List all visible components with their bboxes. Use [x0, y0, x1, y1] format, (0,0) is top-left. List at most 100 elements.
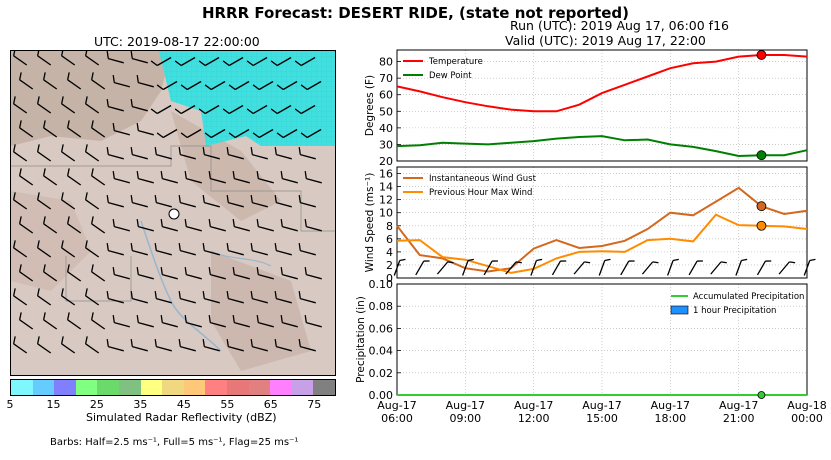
terrain-mountains: [11, 51, 171, 146]
wind-barb: [778, 261, 796, 275]
wind-barb: [202, 243, 220, 256]
wind-barb: [620, 260, 635, 276]
colorbar-swatch: [248, 380, 271, 395]
wind-barb: [688, 260, 703, 276]
colorbar-label: Simulated Radar Reflectivity (dBZ): [86, 411, 277, 424]
y-tick-label: 80: [379, 56, 393, 69]
wind-barb: [18, 264, 34, 282]
wind-barb: [18, 216, 34, 234]
legend-swatch: [670, 305, 689, 315]
legend-label: Instantaneous Wind Gust: [429, 174, 537, 184]
x-tick-label: 06:00: [381, 412, 413, 425]
wind-barb: [184, 171, 202, 184]
y-tick-label: 30: [379, 138, 393, 151]
wind-barb: [232, 267, 250, 280]
wind-barb: [208, 219, 226, 232]
wind-barb: [461, 258, 474, 276]
colorbar-tick-label: 55: [220, 398, 234, 411]
station-marker: [168, 208, 180, 220]
y-tick-label: 0.10: [369, 278, 394, 291]
wind-barb: [180, 80, 202, 91]
wind-barb: [106, 99, 124, 112]
wind-barb: [415, 260, 430, 276]
wind-barb: [36, 192, 52, 210]
wind-barb: [112, 219, 130, 232]
colorbar-tick-label: 35: [133, 398, 147, 411]
wind-barb: [130, 195, 148, 208]
y-tick-label: 6: [386, 233, 393, 246]
wind-barb: [130, 51, 148, 64]
wind-barb: [280, 171, 298, 184]
wind-barb: [150, 56, 172, 67]
wind-barb: [154, 147, 172, 160]
wind-barb: [202, 195, 220, 208]
x-tick-label: Aug-17: [446, 399, 485, 412]
wind-barb: [228, 128, 250, 139]
x-tick-label: 09:00: [449, 412, 481, 425]
wind-barb: [274, 291, 292, 304]
wind-barb: [298, 291, 316, 304]
wind-barb: [226, 291, 244, 304]
wind-barb: [252, 128, 274, 139]
wind-barb: [60, 192, 76, 210]
wind-barb: [294, 56, 316, 67]
wind-barb: [106, 291, 124, 304]
x-tick-label: Aug-18: [787, 399, 826, 412]
wind-barb: [136, 267, 154, 280]
colorbar-tick-label: 45: [177, 398, 191, 411]
y-tick-label: 0.08: [369, 300, 394, 313]
wind-barb: [84, 288, 100, 306]
colorbar-swatch: [97, 380, 119, 395]
x-tick-label: 12:00: [518, 412, 550, 425]
wind-barb: [136, 75, 154, 88]
colorbar-tick-label: 5: [7, 398, 14, 411]
wind-barb: [12, 192, 28, 210]
run-label: Run (UTC): 2019 Aug 17, 06:00 f16: [510, 18, 729, 33]
legend-label: Accumulated Precipitation: [693, 292, 804, 302]
wind-barb: [42, 120, 58, 138]
legend-label: Previous Hour Max Wind: [429, 188, 532, 198]
valid-time-marker: [756, 201, 767, 212]
wind-barb: [202, 147, 220, 160]
wind-barb: [60, 336, 76, 354]
wind-barb: [270, 56, 292, 67]
wind-barb: [184, 219, 202, 232]
wind-barb: [180, 128, 202, 139]
wind-barb: [256, 171, 274, 184]
wind-barb: [12, 288, 28, 306]
series-line: [396, 135, 808, 158]
colorbar-swatch: [291, 380, 314, 395]
x-tick-label: 00:00: [791, 412, 823, 425]
y-tick-label: 4: [386, 246, 393, 259]
barbs-note: Barbs: Half=2.5 ms⁻¹, Full=5 ms⁻¹, Flag=…: [50, 437, 299, 448]
wind-barb: [198, 56, 220, 67]
colorbar-swatch: [226, 380, 249, 395]
wind-barb: [90, 312, 106, 330]
wind-barb: [130, 243, 148, 256]
series-line: [396, 213, 808, 274]
map-svg: [11, 51, 335, 375]
series-line: [396, 54, 808, 113]
wind-barb: [154, 243, 172, 256]
wind-barbs: [12, 51, 322, 354]
wind-barb: [756, 260, 772, 276]
wind-barb: [184, 267, 202, 280]
colorbar-swatch: [75, 380, 98, 395]
wind-barb: [304, 171, 322, 184]
wind-barb: [42, 168, 58, 186]
terrain-west: [11, 191, 91, 291]
valid-time-marker: [757, 391, 766, 399]
colorbar-swatch: [313, 380, 335, 395]
wind-barb: [178, 147, 196, 160]
wind-barb: [154, 195, 172, 208]
wind-barb: [18, 120, 34, 138]
y-tick-label: 14: [379, 181, 393, 194]
wind-barb: [36, 336, 52, 354]
wind-barb: [274, 195, 292, 208]
wind-barb: [112, 123, 130, 136]
wind-barb: [90, 216, 106, 234]
wind-barb: [304, 267, 322, 280]
wind-barb: [274, 243, 292, 256]
valid-time-marker: [756, 50, 767, 60]
